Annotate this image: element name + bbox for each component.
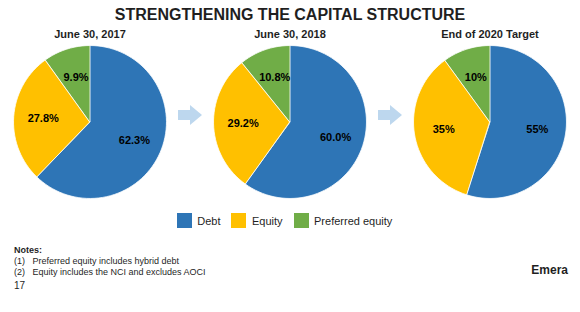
html-text:STRENGTHENING THE CAPITAL STRU: STRENGTHENING THE CAPITAL STRUCTURE xyxy=(114,6,466,23)
html-text:Debt: Debt xyxy=(197,214,221,227)
html-text:June 30, 2018: June 30, 2018 xyxy=(254,28,326,40)
svg-text:35%: 35% xyxy=(433,123,455,135)
html-text:June 30, 2017: June 30, 2017 xyxy=(54,28,126,40)
svg-text:9.9%: 9.9% xyxy=(63,71,88,83)
svg-text:27.8%: 27.8% xyxy=(28,112,59,124)
svg-text:55%: 55% xyxy=(526,123,548,135)
html-text:Notes:: Notes: xyxy=(14,244,42,255)
svg-text:29.2%: 29.2% xyxy=(228,117,259,129)
html-text:(1) Preferred equity includes: (1) Preferred equity includes hybrid deb… xyxy=(14,255,180,266)
html-text:Preferred equity: Preferred equity xyxy=(314,214,393,227)
svg-text:62.3%: 62.3% xyxy=(119,134,150,146)
html-text:(2) Equity includes the NCI an: (2) Equity includes the NCI and excludes… xyxy=(14,266,206,277)
svg-text:60.0%: 60.0% xyxy=(320,131,351,143)
html-text:Equity: Equity xyxy=(252,214,283,227)
html-text:17: 17 xyxy=(14,279,26,291)
html-text:Emera: Emera xyxy=(531,262,568,277)
html-text:End of 2020 Target: End of 2020 Target xyxy=(441,28,539,40)
svg-text:10.8%: 10.8% xyxy=(259,71,290,83)
svg-text:10%: 10% xyxy=(465,71,487,83)
